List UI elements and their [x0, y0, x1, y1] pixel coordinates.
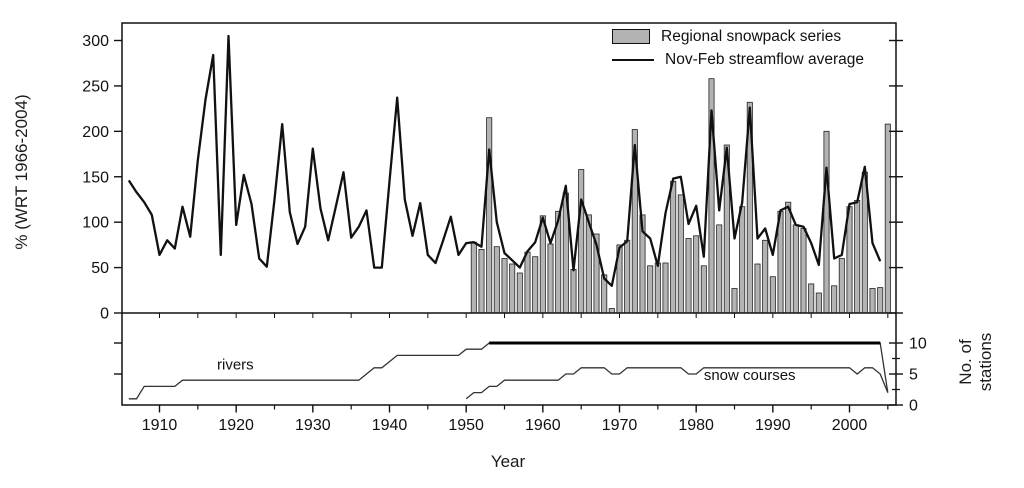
snowpack-bar-1979 [685, 238, 692, 314]
snowpack-bar-2001 [854, 199, 861, 314]
snowpack-bar-1964 [570, 268, 577, 314]
snowpack-bar-1992 [785, 201, 792, 314]
svg-text:1970: 1970 [602, 417, 638, 434]
snowpack-bar-1999 [838, 258, 845, 314]
svg-text:5: 5 [909, 367, 918, 384]
panel-annotations: rivers snow courses [217, 357, 796, 385]
snowpack-bar-1994 [800, 228, 807, 314]
snowpack-bar-1976 [662, 262, 669, 314]
snowpack-bar-1983 [716, 224, 723, 314]
snowpack-bar-2003 [869, 288, 876, 314]
legend-item-snowpack: Regional snowpack series [612, 27, 864, 46]
bar-swatch-icon [612, 29, 650, 44]
snowpack-bar-1959 [532, 256, 539, 314]
snowpack-bar-1974 [647, 265, 654, 314]
svg-text:1910: 1910 [142, 417, 178, 434]
svg-text:0: 0 [100, 306, 109, 323]
snowpack-bar-1980 [693, 235, 700, 314]
svg-text:1960: 1960 [525, 417, 561, 434]
svg-text:0: 0 [909, 398, 918, 415]
snowpack-bars [470, 78, 891, 314]
svg-text:10: 10 [909, 336, 927, 353]
snowpack-bar-1965 [578, 169, 585, 314]
snowpack-bar-2004 [877, 287, 884, 314]
snowpack-bar-1957 [516, 272, 523, 314]
snowpack-bar-1986 [739, 206, 746, 314]
svg-text:1990: 1990 [755, 417, 791, 434]
snowpack-bar-2005 [884, 123, 891, 314]
y-axis-label-top-panel: % (WRT 1966-2004) [12, 94, 31, 250]
svg-text:50: 50 [91, 260, 109, 277]
right-axis-label-line2: stations [976, 332, 995, 392]
svg-text:100: 100 [82, 215, 109, 232]
snowpack-bar-1958 [524, 251, 531, 314]
svg-text:250: 250 [82, 78, 109, 95]
legend-label-snowpack: Regional snowpack series [661, 27, 842, 45]
svg-text:1940: 1940 [372, 417, 408, 434]
snowpack-bar-1975 [654, 262, 661, 314]
legend-label-streamflow: Nov-Feb streamflow average [665, 50, 864, 68]
snow-courses-line [465, 367, 889, 400]
svg-text:snow courses: snow courses [704, 367, 796, 384]
snowpack-bar-1960 [539, 215, 546, 314]
snowpack-bar-1978 [677, 194, 684, 314]
plot-frame [121, 22, 897, 406]
snowpack-bar-1953 [486, 117, 493, 314]
svg-text:200: 200 [82, 124, 109, 141]
y-axis-label-bottom-panel: No. of stations [956, 333, 996, 392]
snowpack-bar-1989 [762, 239, 769, 314]
line-swatch-icon [612, 58, 654, 61]
snowpack-bar-1951 [470, 241, 477, 314]
snowpack-bar-1993 [792, 224, 799, 314]
snowpack-bar-1952 [478, 248, 485, 314]
snowpack-bar-1977 [670, 180, 677, 314]
svg-text:1930: 1930 [295, 417, 331, 434]
svg-text:1950: 1950 [448, 417, 484, 434]
snowpack-bar-1956 [509, 263, 516, 314]
right-axis-label-line1: No. of [956, 339, 975, 385]
snowpack-bar-1961 [547, 243, 554, 314]
snowpack-bar-1988 [754, 263, 761, 314]
svg-text:150: 150 [82, 169, 109, 186]
axis-ticks: 0 50 100 150 200 250 300 0 5 10 1910 1920 1930 1940 19… [82, 33, 927, 434]
svg-text:rivers: rivers [217, 357, 254, 374]
snowpack-bar-1954 [493, 246, 500, 314]
svg-text:2000: 2000 [832, 417, 868, 434]
snowpack-bar-1990 [769, 276, 776, 314]
snowpack-bar-1998 [831, 285, 838, 314]
snowpack-bar-1971 [624, 239, 631, 314]
svg-text:1980: 1980 [678, 417, 714, 434]
legend: Regional snowpack series Nov-Feb streamf… [612, 27, 864, 69]
snowpack-bar-1981 [700, 265, 707, 314]
svg-text:300: 300 [82, 33, 109, 50]
snowpack-bar-1997 [823, 130, 830, 314]
snowpack-bar-1955 [501, 258, 508, 314]
snowpack-bar-1995 [808, 283, 815, 314]
snowpack-bar-1996 [815, 292, 822, 314]
legend-item-streamflow: Nov-Feb streamflow average [612, 50, 864, 69]
x-axis-label: Year [490, 452, 526, 471]
svg-text:1920: 1920 [218, 417, 254, 434]
streamflow-line [127, 34, 882, 287]
snowpack-bar-1985 [731, 288, 738, 314]
